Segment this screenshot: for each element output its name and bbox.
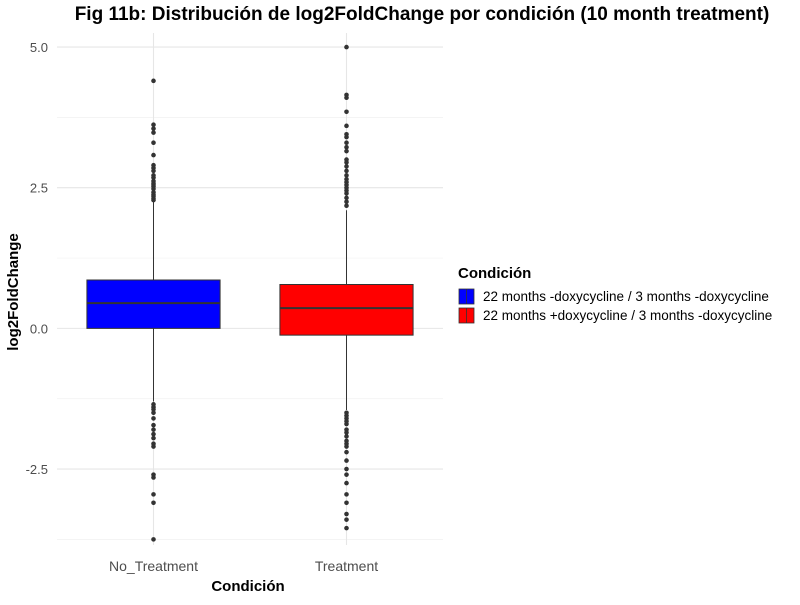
legend: Condición 22 months -doxycycline / 3 mon… xyxy=(458,265,772,324)
outlier-point xyxy=(344,95,349,101)
outlier-point xyxy=(344,168,349,174)
y-tick-label: 2.5 xyxy=(30,181,48,196)
outlier-point xyxy=(151,410,156,416)
outlier-point xyxy=(151,175,156,180)
outlier-point xyxy=(151,130,156,135)
outlier-point xyxy=(344,466,349,472)
outlier-point xyxy=(344,500,349,506)
outlier-point xyxy=(344,199,349,205)
outlier-point xyxy=(151,500,156,506)
outlier-point xyxy=(344,430,349,435)
box-body xyxy=(86,279,221,329)
outlier-point xyxy=(151,126,156,131)
outlier-point xyxy=(151,537,156,542)
outlier-point xyxy=(344,480,349,486)
outlier-point xyxy=(344,511,349,517)
outlier-point xyxy=(344,123,349,129)
outlier-point xyxy=(344,191,349,196)
outlier-point xyxy=(344,517,349,522)
outlier-point xyxy=(151,492,156,497)
outlier-point xyxy=(344,492,349,497)
outlier-point xyxy=(344,195,349,201)
legend-title: Condición xyxy=(458,265,531,282)
outlier-point xyxy=(151,435,156,441)
outlier-point xyxy=(344,144,349,150)
outlier-point xyxy=(344,44,349,50)
outlier-point xyxy=(151,78,156,84)
outlier-point xyxy=(344,160,349,165)
outlier-point xyxy=(344,109,349,115)
outlier-point xyxy=(151,407,156,412)
box-treatment xyxy=(279,44,414,531)
outlier-point xyxy=(344,421,349,427)
outlier-point xyxy=(344,458,349,463)
outlier-point xyxy=(344,140,349,146)
y-axis: -2.5 0.0 2.5 5.0 xyxy=(26,40,48,477)
outlier-point xyxy=(151,197,156,203)
legend-label: 22 months -doxycycline / 3 months -doxyc… xyxy=(483,289,769,304)
outlier-point xyxy=(151,427,156,432)
x-tick-label: No_Treatment xyxy=(109,558,198,574)
legend-label: 22 months +doxycycline / 3 months -doxyc… xyxy=(483,308,772,323)
outlier-point xyxy=(151,416,156,421)
box-no-treatment xyxy=(86,78,221,542)
x-axis-label: Condición xyxy=(211,578,284,595)
outlier-point xyxy=(151,444,156,449)
outlier-point xyxy=(151,186,156,192)
y-axis-label: log2FoldChange xyxy=(5,233,22,351)
outlier-point xyxy=(344,134,349,140)
outlier-point xyxy=(151,431,156,437)
outlier-point xyxy=(151,422,156,428)
legend-key xyxy=(458,307,475,324)
box-body xyxy=(279,283,414,336)
legend-key xyxy=(458,288,475,305)
outlier-point xyxy=(151,168,156,174)
x-axis: No_Treatment Treatment xyxy=(109,558,378,574)
outlier-point xyxy=(151,140,156,146)
x-tick-label: Treatment xyxy=(315,558,378,574)
chart-title: Fig 11b: Distribución de log2FoldChange … xyxy=(75,4,770,25)
outlier-point xyxy=(344,434,349,439)
outlier-point xyxy=(151,152,156,158)
y-tick-label: 0.0 xyxy=(30,321,48,336)
outlier-point xyxy=(151,475,156,480)
outlier-point xyxy=(151,122,156,128)
outlier-point xyxy=(344,525,349,531)
box-layer xyxy=(86,44,414,542)
outlier-point xyxy=(344,148,349,154)
outlier-point xyxy=(344,173,349,178)
outlier-point xyxy=(344,449,349,455)
outlier-point xyxy=(344,203,349,209)
y-tick-label: 5.0 xyxy=(30,40,48,55)
outlier-point xyxy=(344,164,349,169)
outlier-point xyxy=(344,472,349,477)
outlier-point xyxy=(344,444,349,449)
y-tick-label: -2.5 xyxy=(26,462,48,477)
